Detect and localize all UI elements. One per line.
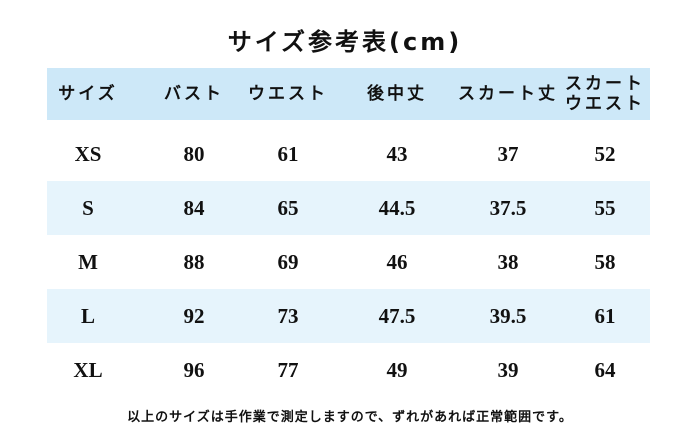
title: サイズ参考表(cm) <box>227 28 463 56</box>
header-cell: 後中丈 <box>367 84 427 104</box>
table-cell: 92 <box>183 303 205 328</box>
table-cell: 46 <box>386 249 408 274</box>
header-row: サイズ バスト ウエスト 後中丈 スカート丈 スカート ウエスト <box>47 68 650 120</box>
table-cell: 44.5 <box>378 195 416 220</box>
header-cell: スカート丈 <box>458 84 558 104</box>
size-table: サイズ バスト ウエスト 後中丈 スカート丈 スカート ウエスト XS 80 61 43 37 52 S 8… <box>47 68 650 397</box>
table-cell: 47.5 <box>378 303 416 328</box>
table-cell: 80 <box>183 141 205 166</box>
header-line: ウエスト <box>565 94 645 114</box>
table-cell: 39 <box>497 357 519 382</box>
table-cell: 77 <box>277 357 299 382</box>
header-cell: スカート ウエスト <box>555 68 655 120</box>
table-cell: 69 <box>277 249 299 274</box>
footnote: 以上のサイズは手作業で測定しますので、ずれがあれば正常範囲です。 <box>127 410 573 425</box>
table-cell: 73 <box>277 303 299 328</box>
table-cell: 61 <box>277 141 299 166</box>
header-line: スカート <box>565 74 645 94</box>
table-cell: 65 <box>277 195 299 220</box>
table-cell: 55 <box>594 195 616 220</box>
table-cell: 49 <box>386 357 408 382</box>
table-cell: M <box>78 249 98 274</box>
table-cell: 61 <box>594 303 616 328</box>
table-cell: 52 <box>594 141 616 166</box>
table-cell: 58 <box>594 249 616 274</box>
table-cell: L <box>80 303 95 328</box>
table-row: XS 80 61 43 37 52 <box>47 127 650 181</box>
table-cell: 88 <box>183 249 205 274</box>
table-cell: XS <box>74 141 102 166</box>
table-row: S 84 65 44.5 37.5 55 <box>47 181 650 235</box>
table-cell: S <box>82 195 94 220</box>
table-cell: 43 <box>386 141 408 166</box>
table-cell: 39.5 <box>489 303 527 328</box>
table-cell: 38 <box>497 249 519 274</box>
table-cell: 84 <box>183 195 205 220</box>
header-cell: ウエスト <box>248 84 328 104</box>
table-cell: XL <box>73 357 103 382</box>
table-row: M 88 69 46 38 58 <box>47 235 650 289</box>
table-cell: 37 <box>497 141 519 166</box>
header-cell: サイズ <box>58 84 118 104</box>
spacer <box>47 120 650 127</box>
table-row: L 92 73 47.5 39.5 61 <box>47 289 650 343</box>
table-cell: 64 <box>594 357 616 382</box>
table-cell: 37.5 <box>489 195 527 220</box>
header-cell: バスト <box>164 84 224 104</box>
table-row: XL 96 77 49 39 64 <box>47 343 650 397</box>
table-cell: 96 <box>183 357 205 382</box>
